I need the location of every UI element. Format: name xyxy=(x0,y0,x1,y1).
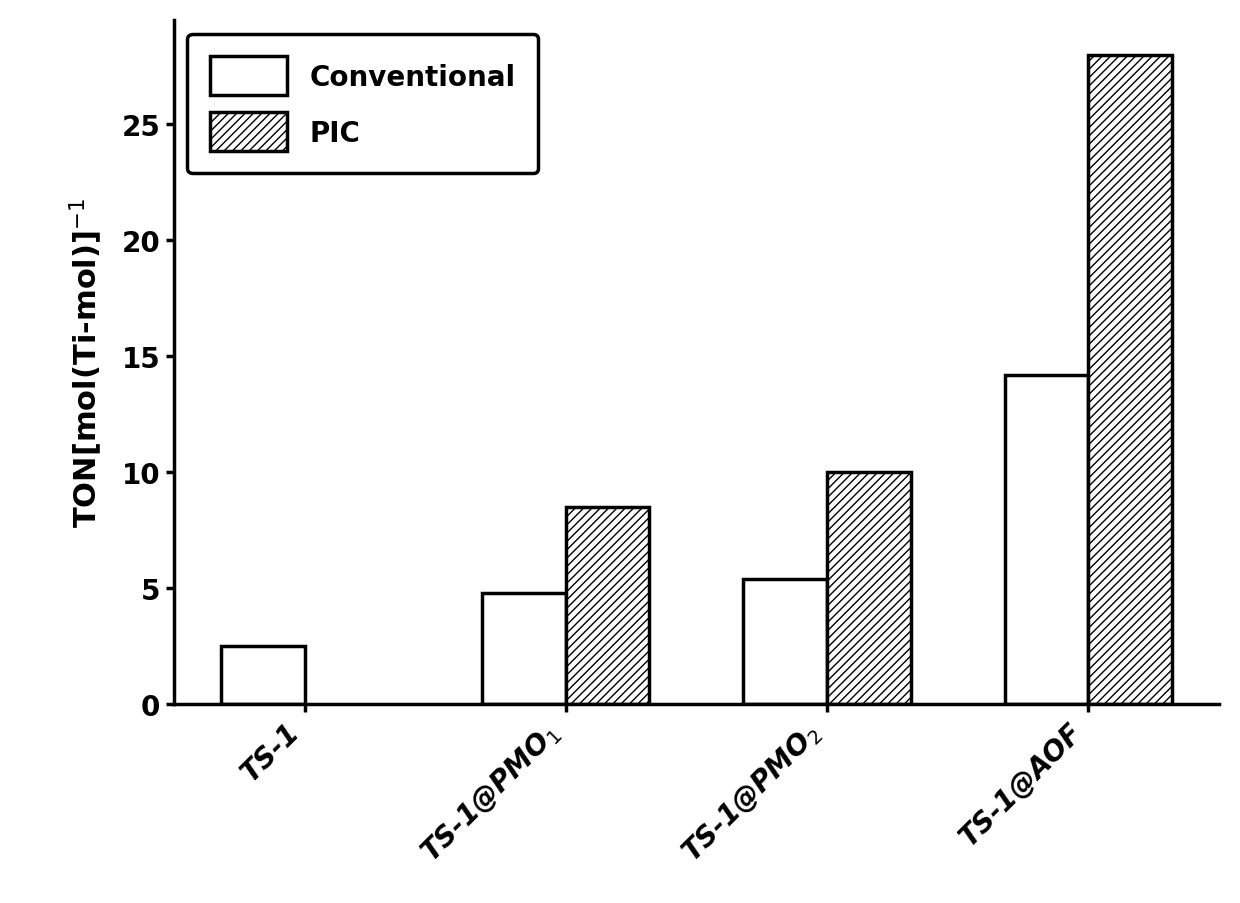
Bar xyxy=(1004,376,1087,704)
Bar xyxy=(482,593,565,704)
Bar xyxy=(744,579,827,704)
Legend: Conventional, PIC: Conventional, PIC xyxy=(187,34,538,174)
Bar xyxy=(221,647,305,704)
Bar xyxy=(1087,56,1172,704)
Bar xyxy=(827,472,910,704)
Bar xyxy=(565,507,650,704)
Y-axis label: TON[mol(Ti-mol)]$^{-1}$: TON[mol(Ti-mol)]$^{-1}$ xyxy=(68,198,105,527)
